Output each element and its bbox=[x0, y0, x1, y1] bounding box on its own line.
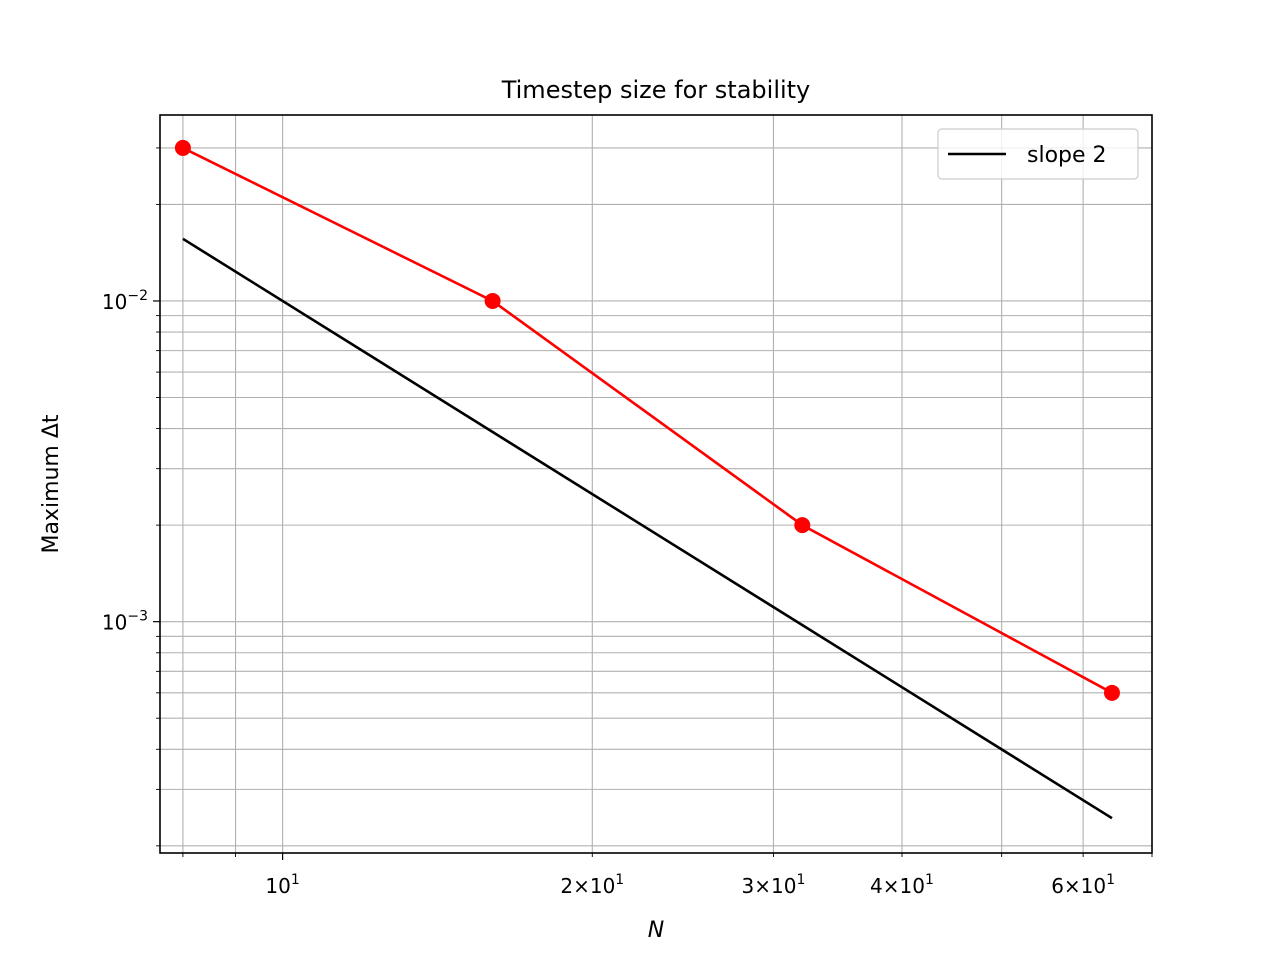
series-layer bbox=[174, 139, 1120, 820]
tick-layer: 101 2×101 3×101 4×101 6×101 10−3 10−2 bbox=[102, 147, 1153, 898]
x-tick-label: 2×101 bbox=[560, 872, 624, 898]
x-tick-label: 6×101 bbox=[1051, 872, 1115, 898]
x-tick-label: 101 bbox=[265, 872, 299, 898]
x-tick-label: 3×101 bbox=[742, 872, 806, 898]
x-axis-label: N bbox=[648, 918, 664, 943]
y-tick-label: 10−3 bbox=[102, 609, 148, 635]
chart-title: Timestep size for stability bbox=[501, 76, 811, 104]
data-point bbox=[174, 139, 191, 156]
legend-box bbox=[937, 128, 1139, 180]
series-line-2 bbox=[182, 237, 1113, 820]
x-tick-label: 4×101 bbox=[870, 872, 934, 898]
data-point bbox=[1103, 684, 1120, 701]
legend: slope 2 bbox=[937, 128, 1139, 180]
legend-label: slope 2 bbox=[1027, 143, 1107, 168]
data-point bbox=[484, 292, 501, 309]
series-line-1 bbox=[182, 146, 1113, 694]
y-axis-label: Maximum Δt bbox=[39, 414, 64, 553]
plot-frame bbox=[159, 114, 1153, 854]
data-point bbox=[794, 517, 811, 534]
y-tick-label: 10−2 bbox=[102, 288, 148, 314]
